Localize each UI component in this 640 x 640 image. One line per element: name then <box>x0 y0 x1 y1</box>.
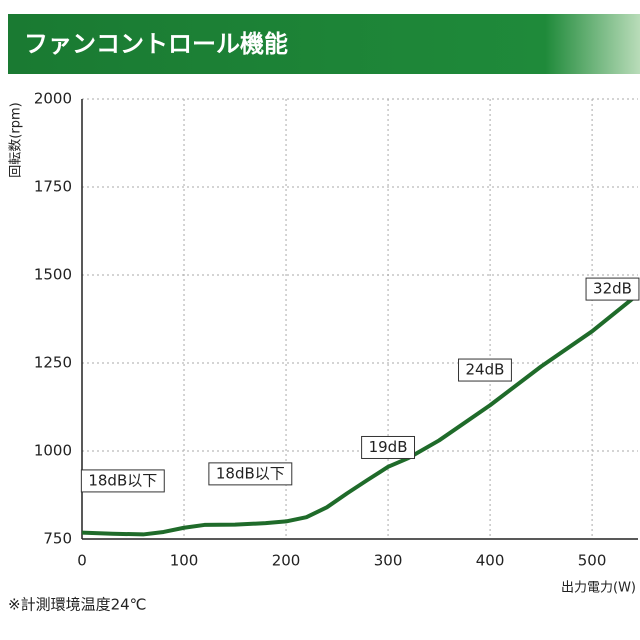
annotation-box <box>208 462 293 486</box>
y-tick-label: 1750 <box>34 178 72 196</box>
annotation-box <box>585 277 640 301</box>
x-tick-label: 500 <box>578 552 607 570</box>
y-tick-label: 1000 <box>34 442 72 460</box>
title-banner <box>8 14 640 74</box>
annotation-box <box>80 469 165 493</box>
annotation: 18dB以下 <box>216 464 285 482</box>
annotation-box <box>361 435 416 459</box>
annotation: 18dB以下 <box>88 471 157 489</box>
x-tick-label: 400 <box>476 552 505 570</box>
annotation: 19dB <box>369 438 408 456</box>
x-tick-label: 300 <box>374 552 403 570</box>
chart-title: ファンコントロール機能 <box>24 30 288 58</box>
x-tick-label: 0 <box>77 552 87 570</box>
y-tick-label: 750 <box>43 530 72 548</box>
annotation: 32dB <box>593 280 632 298</box>
annotation-box <box>458 358 512 382</box>
x-tick-label: 100 <box>170 552 199 570</box>
note: ※計測環境温度24℃ <box>8 596 147 614</box>
y-tick-label: 1500 <box>34 266 72 284</box>
x-tick-label: 200 <box>272 552 301 570</box>
y-tick-label: 2000 <box>34 90 72 108</box>
annotation: 24dB <box>466 361 505 379</box>
y-axis-label: 回転数(rpm) <box>9 102 24 177</box>
y-tick-label: 1250 <box>34 354 72 372</box>
x-axis-label: 出力電力(W) <box>561 581 636 596</box>
data-line <box>81 292 640 537</box>
